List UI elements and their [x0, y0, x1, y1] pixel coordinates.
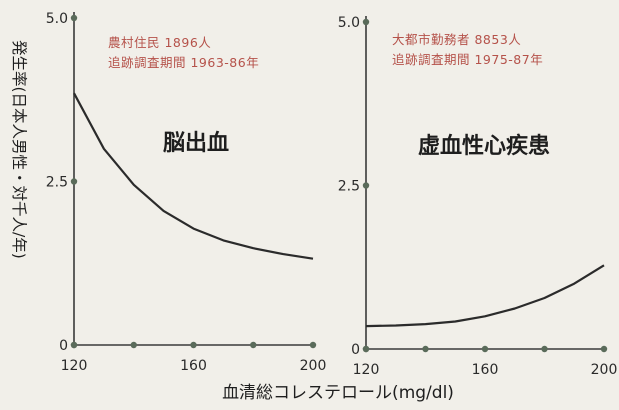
- x-axis-label: 血清総コレステロール(mg/dl): [222, 383, 454, 403]
- x-tick-label: 200: [591, 362, 618, 378]
- x-tick-marker: [309, 341, 317, 349]
- x-tick-marker: [70, 341, 78, 349]
- y-axis-label: 発生率(日本人男性・対千人/年): [10, 40, 28, 259]
- panel-title: 虚血性心疾患: [418, 133, 550, 159]
- x-tick-marker: [600, 345, 608, 353]
- x-tick-label: 160: [472, 362, 499, 378]
- series-line: [365, 264, 605, 328]
- x-tick-marker: [250, 341, 257, 349]
- panel-title: 脳出血: [163, 130, 229, 156]
- y-tick-marker: [362, 182, 370, 189]
- y-tick-label: 2.5: [46, 175, 68, 191]
- x-tick-label: 200: [300, 358, 327, 374]
- y-tick-label: 0: [59, 338, 68, 354]
- x-tick-marker: [130, 341, 137, 349]
- y-tick-label: 2.5: [338, 179, 360, 195]
- annotation-line: 農村住民 1896人: [108, 35, 211, 50]
- y-tick-label: 5.0: [338, 15, 360, 31]
- annotation-line: 追跡調査期間 1975-87年: [392, 52, 543, 67]
- x-tick-label: 120: [61, 358, 88, 374]
- y-tick-label: 5.0: [46, 11, 68, 27]
- y-tick-marker: [362, 18, 370, 26]
- x-tick-marker: [481, 345, 489, 353]
- y-tick-marker: [70, 178, 78, 185]
- annotation-line: 追跡調査期間 1963-86年: [108, 55, 259, 70]
- x-tick-marker: [422, 345, 429, 353]
- x-tick-marker: [362, 345, 370, 353]
- x-tick-marker: [541, 345, 548, 353]
- x-tick-marker: [190, 341, 197, 349]
- x-tick-label: 120: [353, 362, 380, 378]
- y-tick-label: 0: [351, 342, 360, 358]
- annotation-line: 大都市勤務者 8853人: [392, 32, 521, 47]
- y-tick-marker: [70, 14, 78, 22]
- x-tick-label: 160: [180, 358, 207, 374]
- series-line: [73, 92, 314, 260]
